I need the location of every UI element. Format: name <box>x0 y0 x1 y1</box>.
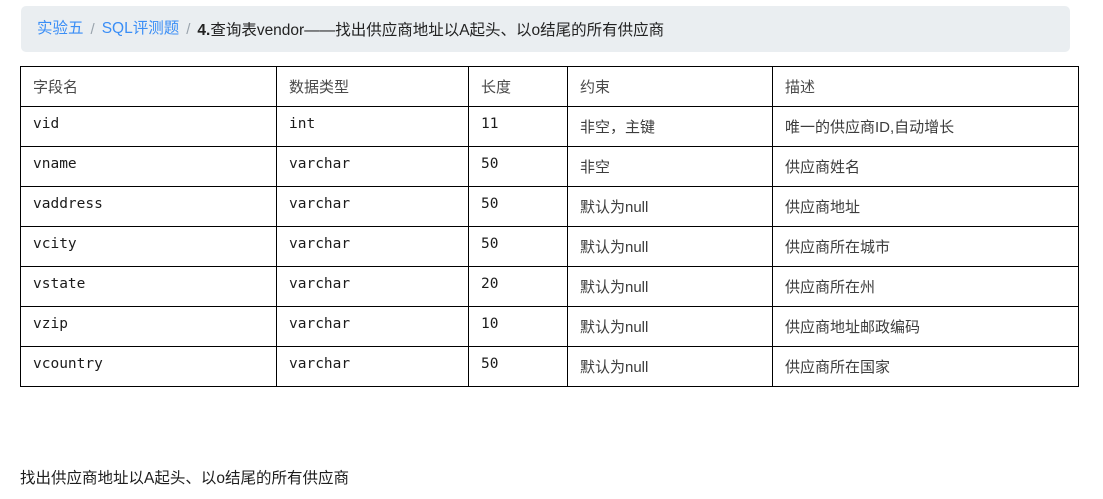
cell-datatype: varchar <box>276 186 469 227</box>
table-row: vcountry varchar 50 默认为null 供应商所在国家 <box>20 346 1079 387</box>
cell-description: 唯一的供应商ID,自动增长 <box>772 106 1079 147</box>
column-header-description: 描述 <box>772 66 1079 107</box>
cell-length: 50 <box>468 186 568 227</box>
table-row: vstate varchar 20 默认为null 供应商所在州 <box>20 266 1079 307</box>
cell-length: 50 <box>468 146 568 187</box>
cell-length: 20 <box>468 266 568 307</box>
cell-description: 供应商所在国家 <box>772 346 1079 387</box>
cell-field: vcountry <box>20 346 277 387</box>
breadcrumb-item-sql-quiz[interactable]: SQL评测题 <box>101 20 180 38</box>
cell-datatype: varchar <box>276 146 469 187</box>
column-header-datatype: 数据类型 <box>276 66 469 107</box>
table-header-row: 字段名 数据类型 长度 约束 描述 <box>20 66 1079 107</box>
column-header-length: 长度 <box>468 66 568 107</box>
cell-length: 50 <box>468 226 568 267</box>
cell-field: vname <box>20 146 277 187</box>
task-description: 找出供应商地址以A起头、以o结尾的所有供应商 <box>20 470 349 487</box>
cell-field: vzip <box>20 306 277 347</box>
cell-constraint: 默认为null <box>567 266 773 307</box>
table-row: vaddress varchar 50 默认为null 供应商地址 <box>20 186 1079 227</box>
breadcrumb-current-page: 4.查询表vendor——找出供应商地址以A起头、以o结尾的所有供应商 <box>197 18 664 40</box>
breadcrumb-current-title: 查询表vendor——找出供应商地址以A起头、以o结尾的所有供应商 <box>210 22 665 39</box>
cell-description: 供应商所在州 <box>772 266 1079 307</box>
table-row: vzip varchar 10 默认为null 供应商地址邮政编码 <box>20 306 1079 347</box>
breadcrumb: 实验五 / SQL评测题 / 4.查询表vendor——找出供应商地址以A起头、… <box>21 6 1070 52</box>
cell-description: 供应商姓名 <box>772 146 1079 187</box>
cell-field: vstate <box>20 266 277 307</box>
breadcrumb-separator: / <box>90 20 95 38</box>
column-header-constraint: 约束 <box>567 66 773 107</box>
cell-datatype: varchar <box>276 306 469 347</box>
cell-datatype: varchar <box>276 266 469 307</box>
cell-length: 10 <box>468 306 568 347</box>
column-header-field: 字段名 <box>20 66 277 107</box>
cell-length: 11 <box>468 106 568 147</box>
cell-length: 50 <box>468 346 568 387</box>
cell-description: 供应商地址邮政编码 <box>772 306 1079 347</box>
cell-datatype: varchar <box>276 346 469 387</box>
cell-field: vaddress <box>20 186 277 227</box>
cell-field: vcity <box>20 226 277 267</box>
cell-constraint: 非空，主键 <box>567 106 773 147</box>
cell-datatype: varchar <box>276 226 469 267</box>
table-row: vcity varchar 50 默认为null 供应商所在城市 <box>20 226 1079 267</box>
cell-description: 供应商地址 <box>772 186 1079 227</box>
cell-constraint: 默认为null <box>567 226 773 267</box>
breadcrumb-current-number: 4. <box>197 22 211 39</box>
cell-datatype: int <box>276 106 469 147</box>
cell-constraint: 默认为null <box>567 306 773 347</box>
cell-constraint: 默认为null <box>567 346 773 387</box>
vendor-schema-table: 字段名 数据类型 长度 约束 描述 vid int 11 非空，主键 唯一的供应… <box>20 66 1079 387</box>
cell-field: vid <box>20 106 277 147</box>
cell-constraint: 默认为null <box>567 186 773 227</box>
cell-description: 供应商所在城市 <box>772 226 1079 267</box>
breadcrumb-separator: / <box>186 20 191 38</box>
breadcrumb-item-experiment[interactable]: 实验五 <box>37 20 84 38</box>
cell-constraint: 非空 <box>567 146 773 187</box>
table-row: vid int 11 非空，主键 唯一的供应商ID,自动增长 <box>20 106 1079 147</box>
table-row: vname varchar 50 非空 供应商姓名 <box>20 146 1079 187</box>
